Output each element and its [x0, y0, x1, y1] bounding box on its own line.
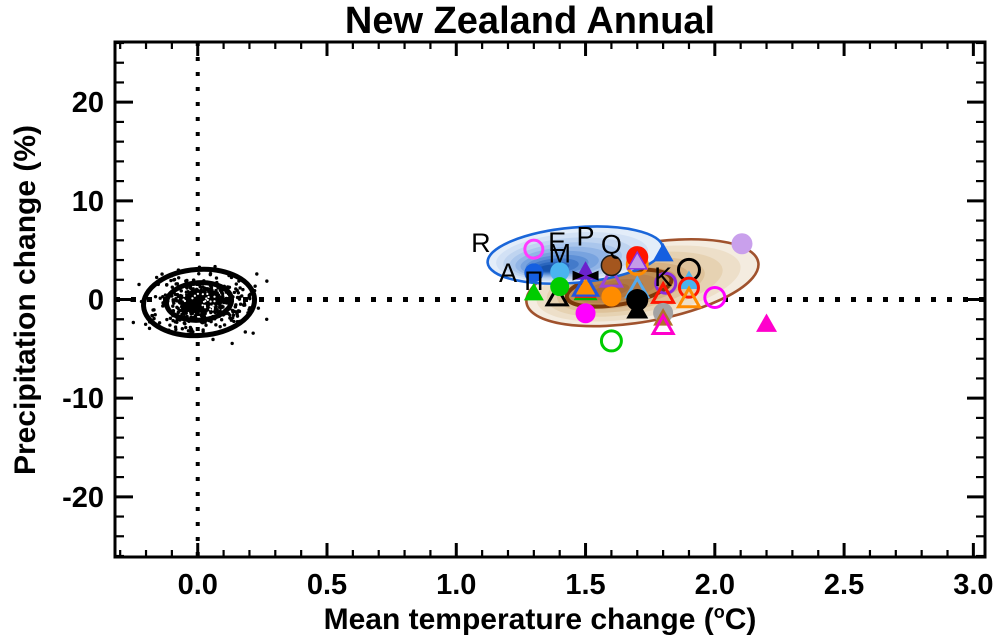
y-axis-label: Precipitation change (%) [9, 124, 42, 476]
marker-green-filled-triangle-left [523, 282, 544, 301]
marker-magenta-filled-circle [575, 303, 596, 324]
marker-orange-open-triangle [675, 285, 703, 309]
control-scatter [129, 264, 269, 346]
marker-blue-filled-circle [524, 263, 544, 283]
marker-black-open-triangle [544, 284, 570, 307]
marker-orange-filled-circle [601, 286, 622, 307]
marker-green-filled-circle [550, 277, 570, 297]
y-tick-label--10: -10 [62, 383, 104, 415]
plot-area: RA EMP Q K Π [115, 42, 985, 557]
marker-sky-filled-circle [550, 262, 570, 282]
x-tick-label-1.5: 1.5 [565, 569, 605, 601]
letter-Q: Q [601, 230, 622, 260]
marker-brown-filled-circle [600, 254, 623, 277]
chart-title: New Zealand Annual [344, 0, 716, 42]
letter-A: A [499, 258, 517, 288]
marker-magenta-open-triangle [650, 312, 676, 335]
x-tick-label-2.0: 2.0 [695, 569, 735, 601]
marker-blue-open-triangle-stack [570, 271, 601, 297]
control-inner-ellipse [164, 280, 235, 323]
marker-sky-filled-triangle [678, 270, 700, 290]
x-tick-label-2.5: 2.5 [824, 569, 864, 601]
marker-purple-open-circle [654, 271, 678, 295]
marker-black-bowtie [572, 270, 599, 281]
letter-M: M [548, 239, 571, 269]
letter-Π: Π [524, 266, 544, 296]
marker-magenta-filled-triangle [756, 313, 778, 332]
marker-plum-filled-circle [731, 233, 753, 255]
marker-red-open-circle [677, 276, 700, 299]
marker-green-open-circle [599, 329, 623, 353]
x-axis-label: Mean temperature change (oC) [323, 602, 757, 636]
marker-magenta-open-circle-right [703, 286, 727, 310]
y-tick-label-20: 20 [72, 87, 104, 119]
y-tick-label-10: 10 [72, 186, 104, 218]
tick-labels: 0.0 0.5 1.0 1.5 2.0 2.5 3.0 -20 -10 0 10 20 [62, 87, 993, 601]
y-tick-label-0: 0 [88, 285, 104, 317]
letter-R: R [471, 228, 491, 258]
x-tick-label-0.0: 0.0 [178, 569, 218, 601]
marker-magenta-open-circle-left [523, 238, 545, 260]
marker-plum-filled-triangle [626, 250, 649, 270]
letter-P: P [577, 221, 595, 251]
x-tick-label-0.5: 0.5 [307, 569, 347, 601]
marker-orange-filled-triangle-stack [576, 277, 596, 295]
marker-black-filled-circle [626, 288, 649, 311]
marker-red-open-triangle [650, 280, 677, 304]
control-outer-ellipse [141, 266, 258, 339]
x-tick-label-3.0: 3.0 [953, 569, 993, 601]
letter-E: E [548, 227, 566, 257]
letter-K: K [654, 262, 672, 292]
marker-violet-open-triangle [598, 265, 624, 288]
y-tick-label--20: -20 [62, 482, 104, 514]
x-tick-label-1.0: 1.0 [436, 569, 476, 601]
axis-ticks [115, 41, 985, 558]
marker-blue-filled-triangle [652, 242, 674, 262]
